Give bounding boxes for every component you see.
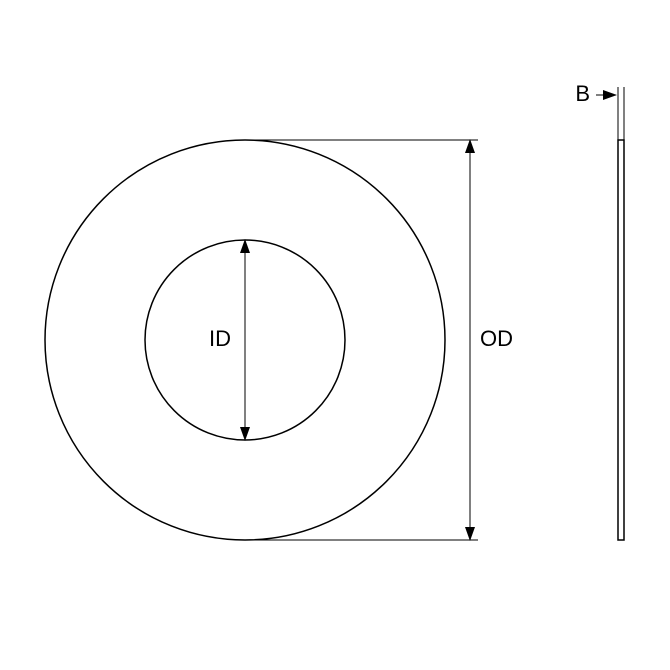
od-dimension: OD: [245, 140, 513, 540]
washer-dimension-diagram: OD ID B: [0, 0, 670, 670]
washer-side-profile: [618, 140, 624, 540]
od-label: OD: [480, 326, 513, 351]
id-label: ID: [209, 326, 231, 351]
b-dimension: B: [575, 81, 624, 140]
id-dimension: ID: [209, 240, 245, 440]
b-label: B: [575, 81, 590, 106]
side-view: [618, 140, 624, 540]
